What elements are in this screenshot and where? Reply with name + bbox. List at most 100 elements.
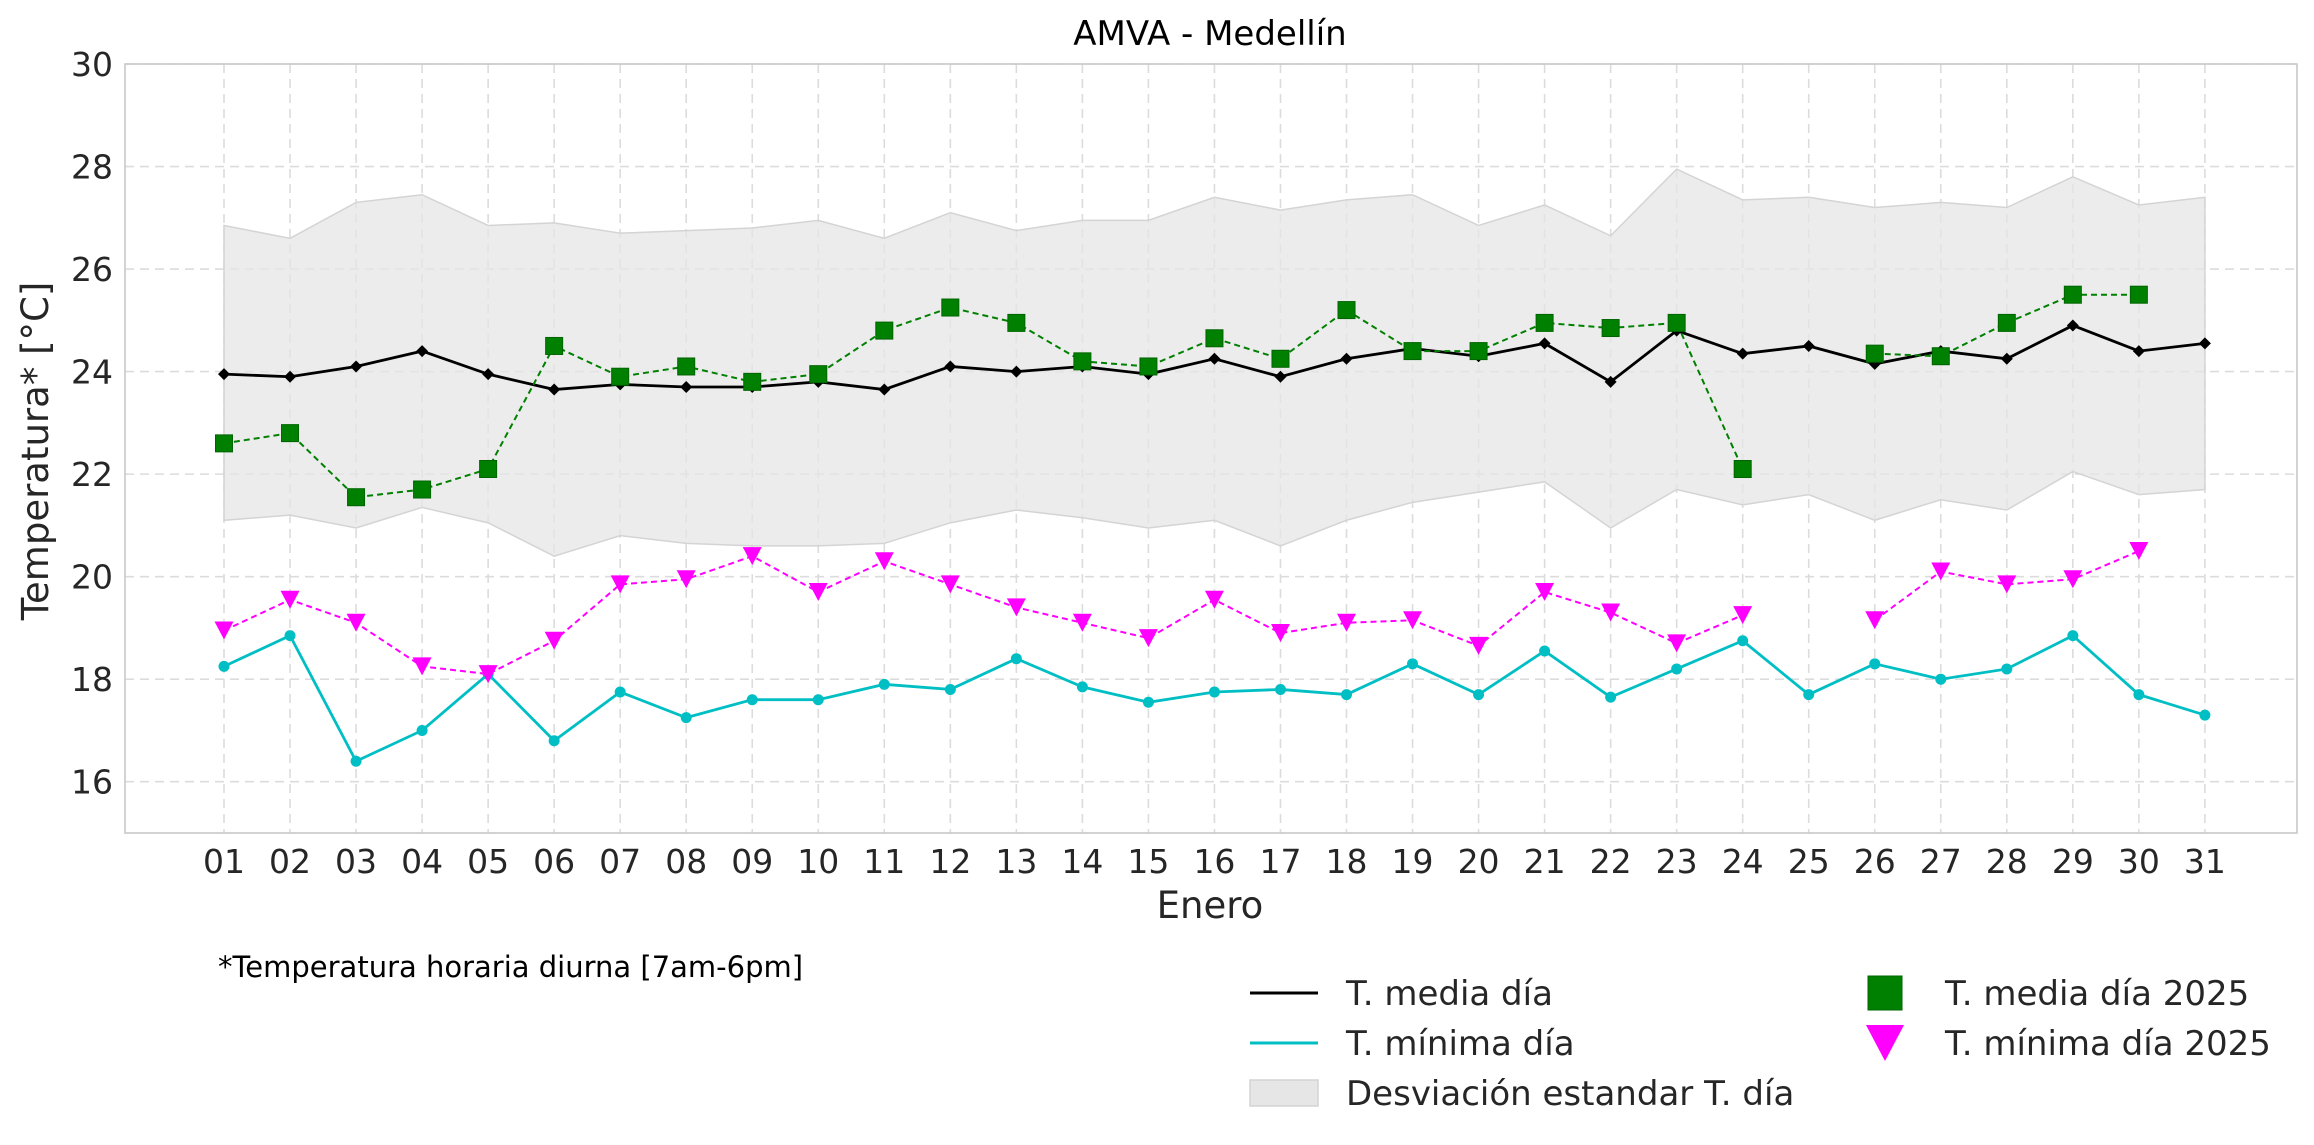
data-point-t-minima-dia-2025 [1337,613,1357,632]
data-point-t-media-dia [1538,337,1551,350]
data-point-t-minima-dia [1671,663,1683,675]
data-point-t-minima-dia [812,694,824,706]
data-point-t-minima-dia-2025 [1138,629,1158,648]
x-tick-label: 28 [1986,842,2028,881]
y-tick-label: 16 [71,763,113,802]
data-point-t-minima-dia [1737,635,1749,647]
y-tick-label: 26 [71,250,113,289]
x-tick-label: 21 [1524,842,1566,881]
data-point-t-minima-dia-2025 [1667,634,1687,653]
chart-title: AMVA - Medellín [1073,14,1346,54]
data-point-t-media-dia [1010,365,1023,378]
series-line-t-media-dia-2025 [223,306,1744,499]
data-point-t-minima-dia [944,683,956,695]
x-tick-label: 24 [1722,842,1764,881]
data-point-t-media-dia-2025 [545,336,564,355]
data-point-t-media-dia [218,368,230,381]
data-point-t-minima-dia [746,694,758,706]
data-point-t-minima-dia [2133,689,2145,701]
data-point-t-media-dia-2025 [1403,342,1422,361]
data-point-t-media-dia [1208,352,1221,365]
data-point-t-media-dia-2025 [1601,319,1620,338]
x-tick-label: 13 [995,842,1037,881]
x-tick-label: 07 [599,842,641,881]
data-point-t-minima-dia-2025 [1469,636,1489,655]
data-point-t-minima-dia-2025 [1931,562,1951,581]
data-point-t-media-dia [1736,347,1749,360]
x-tick-label: 09 [731,842,773,881]
x-tick-label: 30 [2118,842,2160,881]
data-point-t-media-dia-2025 [1931,347,1950,366]
x-tick-label: 22 [1590,842,1632,881]
data-point-t-minima-dia [350,755,362,767]
data-point-t-minima-dia [2001,663,2013,675]
data-point-t-media-dia-2025 [809,365,828,384]
data-point-t-minima-dia-2025 [1072,613,1092,632]
data-point-t-media-dia-2025 [941,298,960,317]
data-point-t-media-dia [1340,352,1353,365]
data-point-t-minima-dia [1274,683,1286,695]
data-point-t-media-dia-2025 [1205,329,1224,348]
data-point-t-minima-dia [1605,691,1617,703]
x-tick-label: 12 [929,842,971,881]
data-point-t-minima-dia-2025 [940,575,960,594]
data-point-t-minima-dia [1803,689,1815,701]
data-point-t-media-dia-2025 [1139,357,1158,376]
data-point-t-media-dia [878,383,891,396]
x-tick-label: 18 [1326,842,1368,881]
data-point-t-minima-dia-2025 [1403,611,1423,630]
series-line-t-minima-dia-2025 [223,555,1744,676]
plot-frame [124,63,2298,834]
data-point-t-minima-dia [1010,653,1022,665]
x-tick-label: 08 [665,842,707,881]
data-point-t-minima-dia-2025 [1006,598,1026,617]
data-point-t-minima-dia-2025 [808,583,828,602]
x-tick-label: 15 [1127,842,1169,881]
data-point-t-minima-dia-2025 [1601,603,1621,622]
data-point-t-minima-dia-2025 [544,631,564,650]
data-point-t-media-dia [2198,337,2211,350]
y-tick-label: 28 [71,148,113,187]
data-point-t-minima-dia [1407,658,1419,670]
data-point-t-minima-dia [1208,686,1220,698]
y-axis-label: Temperatura* [°C] [14,282,57,622]
x-tick-label: 01 [203,842,245,881]
x-tick-label: 03 [335,842,377,881]
data-point-t-media-dia-2025 [611,367,630,386]
data-point-t-minima-dia [878,678,890,690]
data-point-t-minima-dia-2025 [742,547,762,566]
data-point-t-minima-dia [2199,709,2211,721]
plot-area: 01 02 03 04 05 06 07 08 09 10 11 12 13 14 15 16 17 18 19 20… [71,45,2298,881]
data-point-t-minima-dia [218,660,230,672]
x-tick-label: 11 [863,842,905,881]
data-point-t-media-dia-2025 [1073,352,1092,371]
x-tick-label: 31 [2184,842,2226,881]
x-tick-label: 27 [1920,842,1962,881]
data-point-t-minima-dia [284,630,296,642]
x-tick-label: 04 [401,842,443,881]
data-point-t-media-dia [944,360,957,373]
data-point-t-media-dia-2025 [2063,285,2082,304]
y-tick-label: 20 [71,558,113,597]
x-tick-label: 16 [1193,842,1235,881]
data-point-t-minima-dia [548,735,560,747]
data-point-t-minima-dia-2025 [214,621,234,640]
data-point-t-minima-dia-2025 [1733,606,1753,625]
data-point-t-media-dia-2025 [1733,460,1752,479]
data-point-t-media-dia-2025 [1997,313,2016,332]
data-point-t-minima-dia-2025 [610,575,630,594]
x-tick-label: 26 [1854,842,1896,881]
data-point-t-media-dia-2025 [1007,313,1026,332]
data-point-t-media-dia [2132,345,2145,358]
data-point-t-minima-dia [2067,630,2079,642]
data-point-t-minima-dia-2025 [412,657,432,676]
legend-label: T. mínima día 2025 [1944,1024,2271,1064]
data-point-t-media-dia-2025 [1535,313,1554,332]
legend-label: Desviación estandar T. día [1346,1074,1794,1114]
data-point-t-minima-dia-2025 [2063,570,2083,589]
x-tick-label: 05 [467,842,509,881]
data-point-t-minima-dia-2025 [676,570,696,589]
y-tick-label: 18 [71,660,113,699]
data-point-t-minima-dia-2025 [1535,583,1555,602]
